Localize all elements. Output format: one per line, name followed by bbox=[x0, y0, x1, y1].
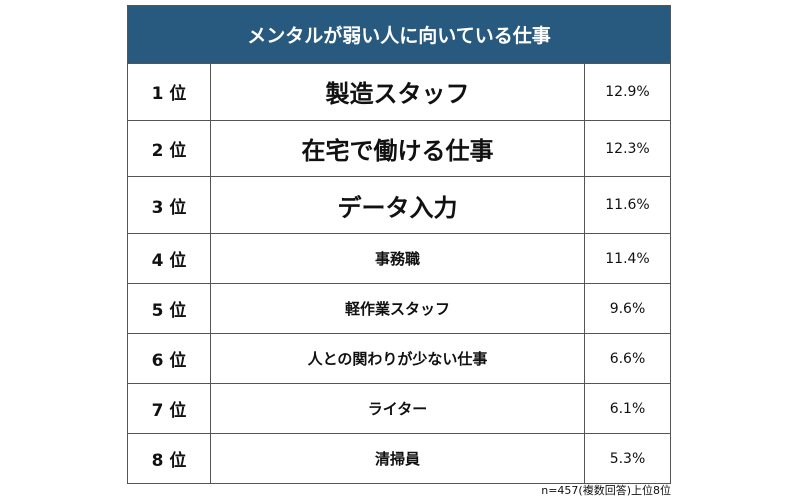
table-title: メンタルが弱い人に向いている仕事 bbox=[128, 6, 670, 63]
percent-cell: 6.6% bbox=[609, 350, 646, 367]
percent-cell: 11.4% bbox=[605, 250, 650, 267]
job-cell: 事務職 bbox=[211, 234, 585, 284]
rank-cell: 3 位 bbox=[128, 177, 211, 234]
table-row: 6 位人との関わりが少ない仕事 6.6% bbox=[128, 333, 670, 384]
rank-cell: 8 位 bbox=[128, 434, 211, 484]
job-cell: 在宅で働ける仕事 bbox=[211, 120, 585, 177]
rank-cell: 7 位 bbox=[128, 384, 211, 434]
rank-cell: 4 位 bbox=[128, 234, 211, 284]
table-row: 2 位在宅で働ける仕事 12.3% bbox=[128, 119, 670, 177]
percent-cell: 6.1% bbox=[609, 400, 646, 417]
percent-cell: 11.6% bbox=[605, 197, 650, 214]
table-row: 7 位ライター 6.1% bbox=[128, 383, 670, 434]
job-cell: 人との関わりが少ない仕事 bbox=[211, 334, 585, 384]
table-row: 1 位製造スタッフ 12.9% bbox=[128, 63, 670, 120]
percent-cell: 12.9% bbox=[605, 83, 650, 100]
table-row: 3 位データ入力 11.6% bbox=[128, 176, 670, 234]
job-cell: ライター bbox=[211, 384, 585, 434]
footnote: n=457(複数回答)上位8位 bbox=[541, 484, 671, 497]
rank-cell: 5 位 bbox=[128, 284, 211, 334]
rank-cell: 1 位 bbox=[128, 64, 211, 120]
ranking-table: メンタルが弱い人に向いている仕事 1 位製造スタッフ 12.9% 2 位在宅で働ける… bbox=[127, 5, 671, 485]
table-row: 8 位清掃員 5.3% bbox=[128, 433, 670, 484]
rank-cell: 2 位 bbox=[128, 120, 211, 177]
job-cell: 清掃員 bbox=[211, 434, 585, 484]
table-row: 4 位事務職 11.4% bbox=[128, 233, 670, 284]
percent-cell: 9.6% bbox=[609, 300, 646, 317]
percent-cell: 12.3% bbox=[605, 140, 650, 157]
job-cell: 製造スタッフ bbox=[211, 64, 585, 120]
table-row: 5 位軽作業スタッフ 9.6% bbox=[128, 283, 670, 334]
job-cell: データ入力 bbox=[211, 177, 585, 234]
rank-cell: 6 位 bbox=[128, 334, 211, 384]
job-cell: 軽作業スタッフ bbox=[211, 284, 585, 334]
percent-cell: 5.3% bbox=[609, 450, 646, 467]
